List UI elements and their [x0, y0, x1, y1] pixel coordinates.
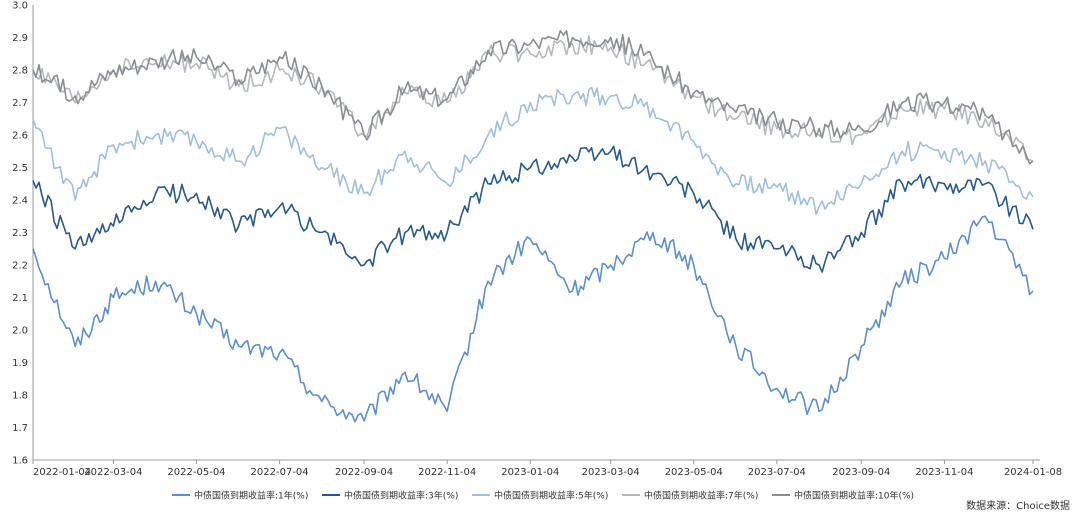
y-tick-label: 2.0: [12, 326, 28, 337]
x-tick-label: 2022-07-04: [251, 467, 309, 478]
legend-label: 中债国债到期收益率:10年(%): [794, 490, 914, 502]
y-tick-label: 1.6: [12, 456, 28, 467]
y-tick-label: 2.5: [12, 163, 28, 174]
y-tick-label: 2.8: [12, 66, 28, 77]
y-tick-label: 1.9: [12, 358, 28, 369]
legend: 中债国债到期收益率:1年(%) 中债国债到期收益率:3年(%) 中债国债到期收益率:…: [172, 490, 914, 502]
y-tick-label: 2.1: [12, 293, 28, 304]
legend-label: 中债国债到期收益率:7年(%): [644, 490, 758, 502]
legend-label: 中债国债到期收益率:3年(%): [344, 490, 458, 502]
y-tick-label: 3.0: [12, 1, 28, 12]
y-tick-label: 2.7: [12, 98, 28, 109]
x-tick-label: 2023-01-04: [501, 467, 559, 478]
x-tick-label: 2023-09-04: [832, 467, 890, 478]
x-tick-label: 2022-03-04: [84, 467, 142, 478]
y-tick-label: 2.2: [12, 261, 28, 272]
y-axis-ticks: 1.6 1.7 1.8 1.9 2.0 2.1 2.2 2.3 2.4 2.5 2.6 2.7 2.8 2…: [12, 1, 28, 467]
series-line-2: [32, 145, 1034, 273]
x-tick-label: 2024-01-08: [1004, 467, 1062, 478]
series-line-5: [32, 29, 1034, 165]
x-tick-label: 2023-11-04: [915, 467, 973, 478]
y-tick-label: 1.8: [12, 391, 28, 402]
x-tick-label: 2023-07-04: [748, 467, 806, 478]
legend-label: 中债国债到期收益率:1年(%): [194, 490, 308, 502]
data-source-label: 数据来源：Choice数据: [966, 501, 1070, 512]
x-tick-label: 2022-05-04: [167, 467, 225, 478]
y-tick-label: 2.3: [12, 228, 28, 239]
x-tick-label: 2023-03-04: [582, 467, 640, 478]
series-lines: [32, 29, 1034, 423]
x-tick-label: 2022-01-04: [33, 467, 91, 478]
series-line-4: [32, 35, 1034, 162]
x-tick-label: 2022-09-04: [335, 467, 393, 478]
y-tick-label: 2.6: [12, 131, 28, 142]
x-tick-label: 2022-11-04: [418, 467, 476, 478]
y-tick-label: 1.7: [12, 423, 28, 434]
y-tick-label: 2.4: [12, 196, 28, 207]
series-line-3: [32, 86, 1034, 216]
series-line-1: [32, 215, 1034, 423]
y-tick-label: 2.9: [12, 33, 28, 44]
x-tick-label: 2023-05-04: [665, 467, 723, 478]
legend-label: 中债国债到期收益率:5年(%): [494, 490, 608, 502]
